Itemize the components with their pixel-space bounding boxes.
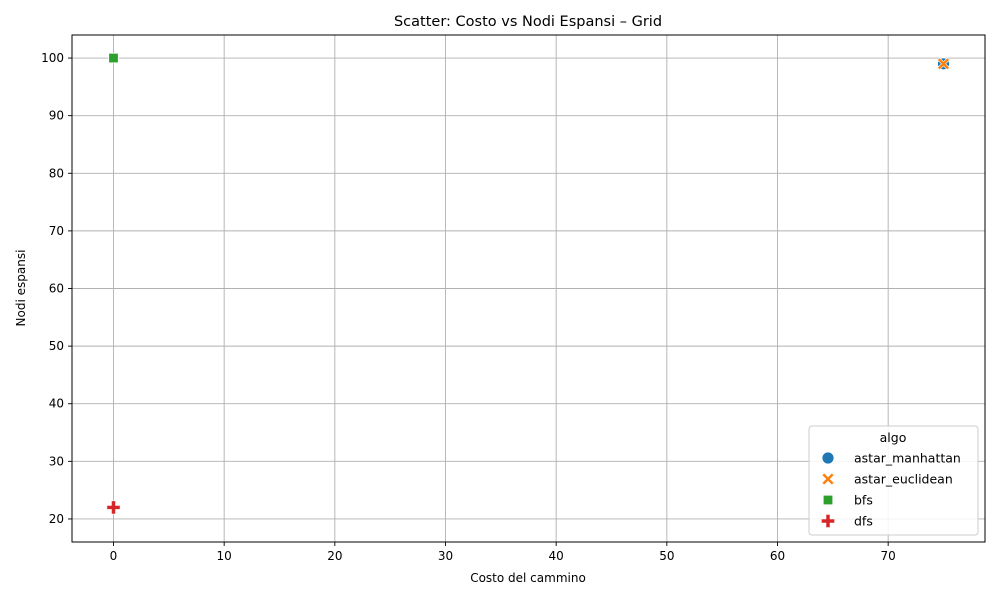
y-tick-label: 50 [49,339,64,353]
legend-marker-bfs [822,494,834,506]
data-point-astar-euclidean [937,57,950,71]
y-axis-label: Nodi espansi [14,250,28,327]
legend-label: astar_manhattan [854,451,961,466]
axis-ticks: 0 10 20 30 40 50 60 70 20 30 40 50 60 70 80 90 100 [41,51,896,563]
y-tick-label: 70 [49,224,64,238]
legend-marker-astar-manhattan [821,451,835,465]
data-point-bfs [108,52,119,64]
y-tick-label: 80 [49,166,64,180]
x-tick-label: 0 [110,549,118,563]
data-point-dfs [106,500,121,515]
data-points [106,52,950,515]
x-tick-label: 70 [881,549,896,563]
legend-label: bfs [854,493,873,508]
legend-label: dfs [854,514,873,529]
chart-title: Scatter: Costo vs Nodi Espansi – Grid [394,14,662,30]
y-tick-label: 100 [41,51,64,65]
x-tick-label: 30 [438,549,453,563]
legend-marker-astar-euclidean [821,472,835,486]
x-tick-label: 10 [217,549,232,563]
x-tick-label: 60 [770,549,785,563]
legend-marker-dfs [821,514,835,528]
y-tick-label: 60 [49,282,64,296]
y-tick-label: 40 [49,397,64,411]
legend-box [808,425,979,536]
legend-title: algo [880,430,907,445]
x-axis-label: Costo del cammino [470,571,586,585]
legend-label: astar_euclidean [854,472,953,487]
x-tick-label: 50 [659,549,674,563]
y-tick-label: 90 [49,109,64,123]
x-tick-label: 40 [549,549,564,563]
y-tick-label: 20 [49,512,64,526]
x-tick-label: 20 [327,549,342,563]
y-tick-label: 30 [49,454,64,468]
